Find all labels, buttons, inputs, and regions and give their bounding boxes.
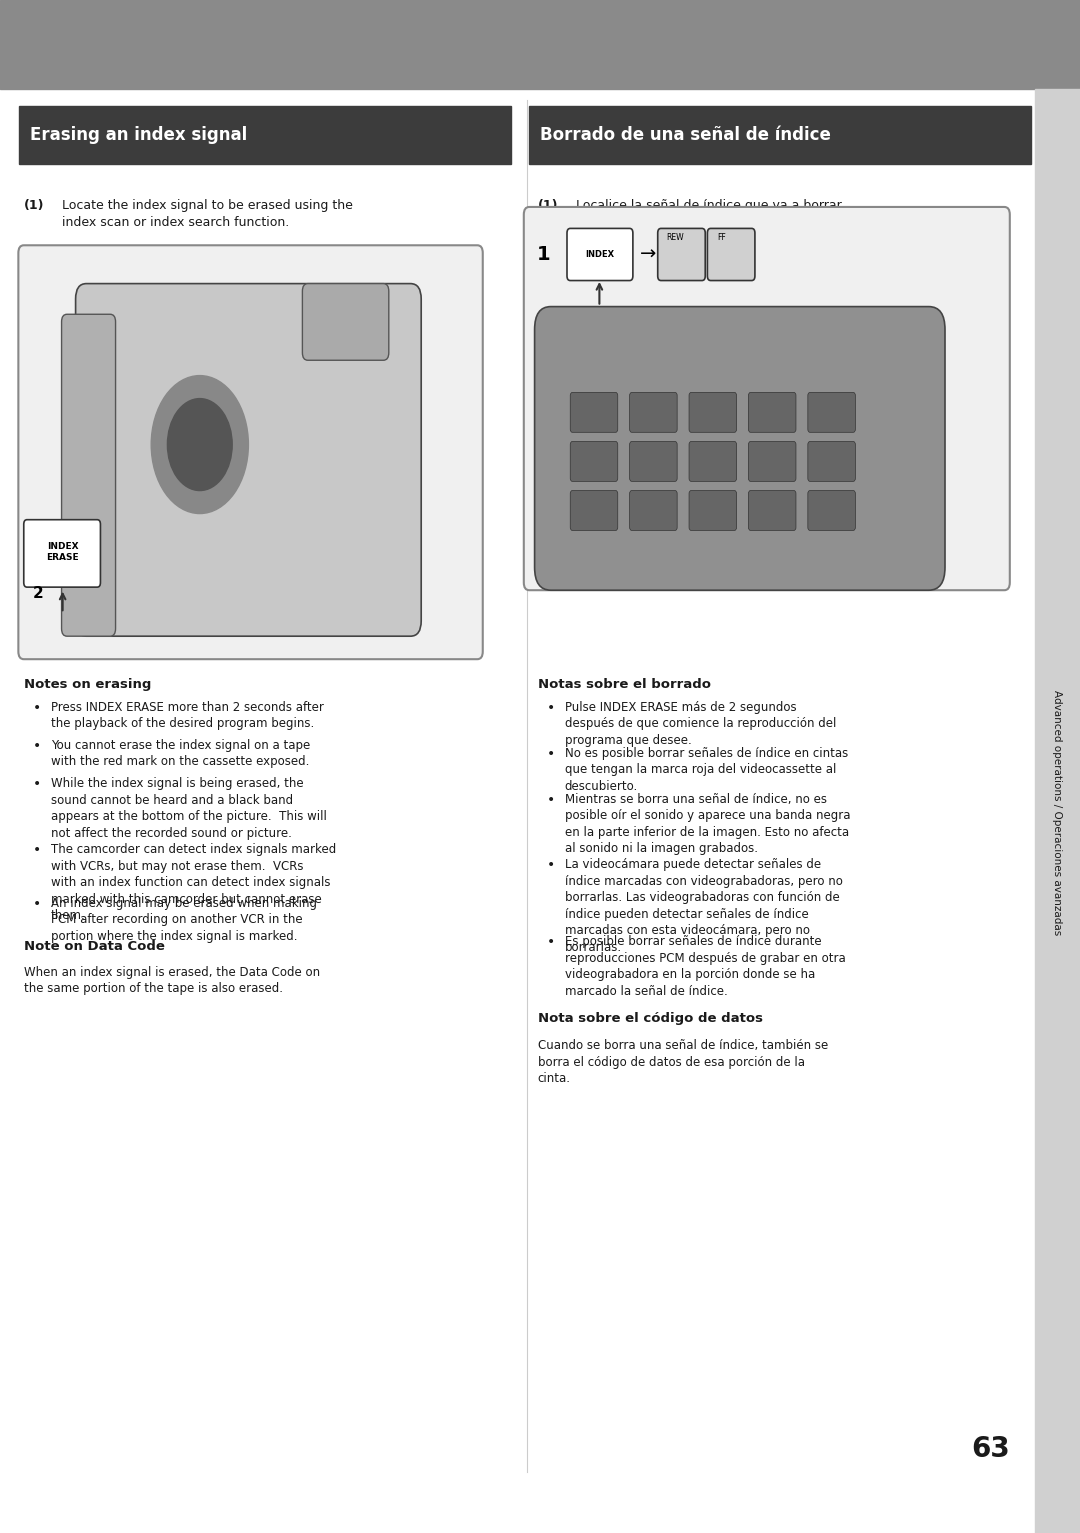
FancyBboxPatch shape [630,392,677,432]
FancyBboxPatch shape [689,491,737,530]
FancyBboxPatch shape [707,228,755,281]
Text: Advanced operations / Operaciones avanzadas: Advanced operations / Operaciones avanza… [1052,690,1063,935]
Text: →: → [639,245,657,264]
Text: •: • [32,739,41,753]
Text: (2): (2) [24,245,44,258]
FancyBboxPatch shape [570,392,618,432]
Text: Pulse INDEX ERASE más de 2 segundos
después de que comience la reproducción del
: Pulse INDEX ERASE más de 2 segundos desp… [565,701,836,747]
FancyBboxPatch shape [302,284,389,360]
Text: Localice la señal de índice que va a borrar
con la función de exploración de índ: Localice la señal de índice que va a bor… [576,199,853,247]
Text: 1: 1 [537,245,551,264]
Text: REW: REW [666,233,684,242]
FancyBboxPatch shape [748,442,796,481]
Text: •: • [546,747,555,760]
FancyBboxPatch shape [570,491,618,530]
Text: The camcorder can detect index signals marked
with VCRs, but may not erase them.: The camcorder can detect index signals m… [51,843,336,923]
FancyBboxPatch shape [630,442,677,481]
Circle shape [167,399,232,491]
Text: Press INDEX ERASE on the Remote
Commander within 2 to 10 seconds while the
desir: Press INDEX ERASE on the Remote Commande… [62,245,346,343]
Text: (2): (2) [538,264,558,276]
FancyBboxPatch shape [18,245,483,659]
Text: Erasing an index signal: Erasing an index signal [30,126,247,144]
Text: •: • [546,793,555,806]
Text: •: • [32,701,41,714]
FancyBboxPatch shape [76,284,421,636]
Text: When an index signal is erased, the Data Code on
the same portion of the tape is: When an index signal is erased, the Data… [24,966,320,995]
FancyBboxPatch shape [524,207,1010,590]
Text: Borrado de una señal de índice: Borrado de una señal de índice [540,126,831,144]
FancyBboxPatch shape [62,314,116,636]
Bar [529,106,1031,164]
Text: Press INDEX ERASE more than 2 seconds after
the playback of the desired program : Press INDEX ERASE more than 2 seconds af… [51,701,324,730]
FancyBboxPatch shape [535,307,945,590]
Text: •: • [546,701,555,714]
Text: •: • [546,935,555,949]
FancyBboxPatch shape [630,491,677,530]
FancyBboxPatch shape [808,392,855,432]
FancyBboxPatch shape [689,392,737,432]
Text: (1): (1) [24,199,44,212]
FancyBboxPatch shape [567,228,633,281]
FancyBboxPatch shape [808,442,855,481]
Text: FF: FF [717,233,726,242]
FancyBboxPatch shape [689,442,737,481]
Text: Note on Data Code: Note on Data Code [24,940,164,952]
FancyBboxPatch shape [808,491,855,530]
FancyBboxPatch shape [748,392,796,432]
Text: •: • [32,843,41,857]
FancyBboxPatch shape [748,491,796,530]
Text: Cuando se borra una señal de índice, también se
borra el código de datos de esa : Cuando se borra una señal de índice, tam… [538,1039,828,1085]
FancyBboxPatch shape [658,228,705,281]
Text: (1): (1) [538,199,558,212]
Text: •: • [32,777,41,791]
Text: Es posible borrar señales de índice durante
reproducciones PCM después de grabar: Es posible borrar señales de índice dura… [565,935,846,998]
Text: Locate the index signal to be erased using the
index scan or index search functi: Locate the index signal to be erased usi… [62,199,352,230]
Text: 63: 63 [971,1435,1010,1462]
FancyBboxPatch shape [570,442,618,481]
Bar [19,106,511,164]
Text: •: • [546,858,555,872]
Bar [1035,89,1080,1533]
Circle shape [151,376,248,514]
Text: While the index signal is being erased, the
sound cannot be heard and a black ba: While the index signal is being erased, … [51,777,326,840]
Text: INDEX: INDEX [585,250,613,259]
Text: Notas sobre el borrado: Notas sobre el borrado [538,678,711,690]
Text: An index signal may be erased when making
PCM after recording on another VCR in : An index signal may be erased when makin… [51,897,316,943]
Bar [0,0,1080,89]
Text: No es posible borrar señales de índice en cintas
que tengan la marca roja del vi: No es posible borrar señales de índice e… [565,747,848,793]
Text: Pulse INDEX ERASE en el mando a distancia
de 2 a 10 segundos mientras reproduce : Pulse INDEX ERASE en el mando a distanci… [576,264,870,379]
Text: La videocámara puede detectar señales de
índice marcadas con videograbadoras, pe: La videocámara puede detectar señales de… [565,858,842,954]
Text: Notes on erasing: Notes on erasing [24,678,151,690]
Text: You cannot erase the index signal on a tape
with the red mark on the cassette ex: You cannot erase the index signal on a t… [51,739,310,768]
Text: •: • [32,897,41,911]
Text: INDEX
ERASE: INDEX ERASE [46,543,79,561]
FancyBboxPatch shape [24,520,100,587]
Text: Mientras se borra una señal de índice, no es
posible oír el sonido y aparece una: Mientras se borra una señal de índice, n… [565,793,850,855]
Text: Nota sobre el código de datos: Nota sobre el código de datos [538,1012,762,1024]
Text: 2: 2 [32,586,43,601]
